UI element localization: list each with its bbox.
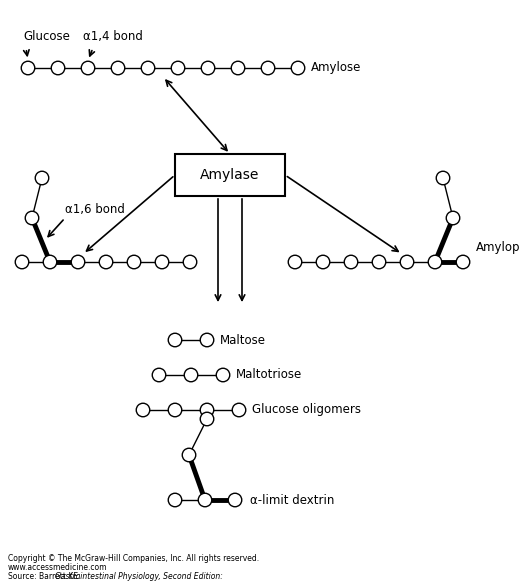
Circle shape <box>25 211 39 225</box>
Circle shape <box>21 61 35 75</box>
Circle shape <box>127 255 141 269</box>
Text: Gastrointestinal Physiology, Second Edition:: Gastrointestinal Physiology, Second Edit… <box>55 572 223 581</box>
Circle shape <box>81 61 95 75</box>
Bar <box>175 154 285 196</box>
Circle shape <box>316 255 330 269</box>
Circle shape <box>182 448 196 462</box>
Circle shape <box>168 493 182 507</box>
Circle shape <box>231 61 245 75</box>
Circle shape <box>291 61 305 75</box>
Circle shape <box>184 368 198 382</box>
Circle shape <box>155 255 169 269</box>
Text: Glucose oligomers: Glucose oligomers <box>252 403 361 416</box>
Circle shape <box>43 255 57 269</box>
Circle shape <box>183 255 197 269</box>
Circle shape <box>141 61 155 75</box>
Text: α1,4 bond: α1,4 bond <box>83 30 143 43</box>
Circle shape <box>228 493 242 507</box>
Circle shape <box>168 333 182 347</box>
Circle shape <box>216 368 230 382</box>
Text: Source: Barrett KE:: Source: Barrett KE: <box>8 572 83 581</box>
Circle shape <box>446 211 460 225</box>
Circle shape <box>200 412 214 426</box>
Text: Amylose: Amylose <box>311 61 361 75</box>
Circle shape <box>428 255 442 269</box>
Circle shape <box>198 493 212 507</box>
Circle shape <box>200 403 214 417</box>
Circle shape <box>111 61 125 75</box>
Circle shape <box>456 255 470 269</box>
Circle shape <box>136 403 150 417</box>
Circle shape <box>372 255 386 269</box>
Circle shape <box>35 171 49 185</box>
Circle shape <box>171 61 185 75</box>
Circle shape <box>99 255 113 269</box>
Circle shape <box>152 368 166 382</box>
Circle shape <box>232 403 246 417</box>
Text: Amylopectin: Amylopectin <box>476 241 520 254</box>
Text: Maltotriose: Maltotriose <box>236 368 302 381</box>
Text: Maltose: Maltose <box>220 333 266 346</box>
Circle shape <box>51 61 65 75</box>
Text: Copyright © The McGraw-Hill Companies, Inc. All rights reserved.: Copyright © The McGraw-Hill Companies, I… <box>8 554 259 563</box>
Circle shape <box>436 171 450 185</box>
Circle shape <box>288 255 302 269</box>
Circle shape <box>200 333 214 347</box>
Text: α1,6 bond: α1,6 bond <box>65 203 125 216</box>
Text: α-limit dextrin: α-limit dextrin <box>250 493 334 507</box>
Circle shape <box>344 255 358 269</box>
Circle shape <box>261 61 275 75</box>
Circle shape <box>201 61 215 75</box>
Circle shape <box>71 255 85 269</box>
Circle shape <box>168 403 182 417</box>
Circle shape <box>400 255 414 269</box>
Text: Glucose: Glucose <box>23 30 70 43</box>
Text: Amylase: Amylase <box>200 168 259 182</box>
Text: www.accessmedicine.com: www.accessmedicine.com <box>8 563 108 572</box>
Circle shape <box>15 255 29 269</box>
